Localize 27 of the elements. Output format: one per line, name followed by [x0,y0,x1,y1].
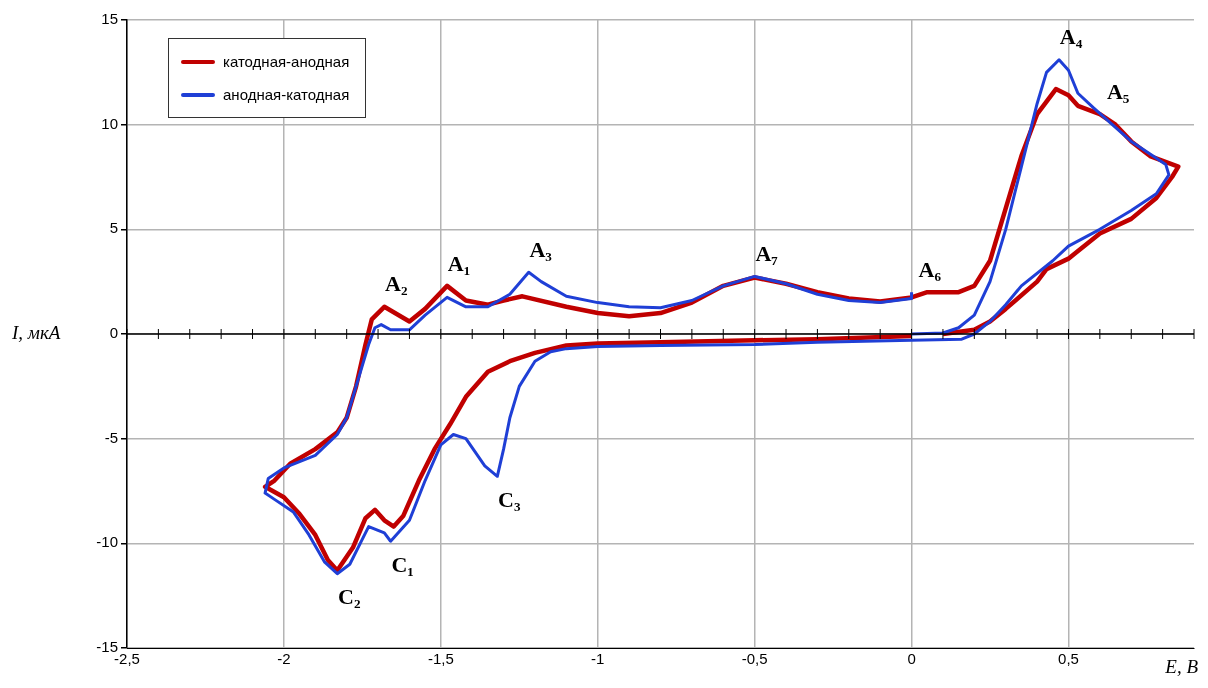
x-axis-title: E, В [1164,656,1199,677]
annotation: C₁ [391,551,414,577]
annotation: C₂ [338,584,361,610]
x-tick-label: -2 [277,650,291,668]
x-tick-label: -1 [591,650,605,668]
annotation: A₄ [1059,24,1083,50]
annotation: A₃ [529,236,553,262]
annotation: A₇ [755,241,779,267]
y-tick-label: -10 [96,533,118,551]
annotation: A₂ [385,271,408,297]
y-tick-label: 5 [109,219,118,237]
annotation: C₃ [498,487,521,513]
y-tick-label: 10 [101,114,118,132]
legend-label: анодная-катодная [223,86,350,103]
x-tick-label: 0 [907,650,916,668]
annotation: A₅ [1106,78,1130,104]
y-tick-label: 15 [101,10,118,28]
x-tick-label: -0,5 [741,650,768,668]
y-tick-label: 0 [109,324,118,342]
x-tick-label: -1,5 [427,650,454,668]
annotation: A₆ [918,256,942,282]
legend-label: катодная-анодная [223,53,350,70]
annotation: A₁ [447,250,471,276]
y-tick-label: -5 [104,428,118,446]
y-axis-title: I, мкА [11,322,61,343]
x-tick-label: 0,5 [1058,650,1079,668]
y-tick-label: -15 [96,638,118,656]
